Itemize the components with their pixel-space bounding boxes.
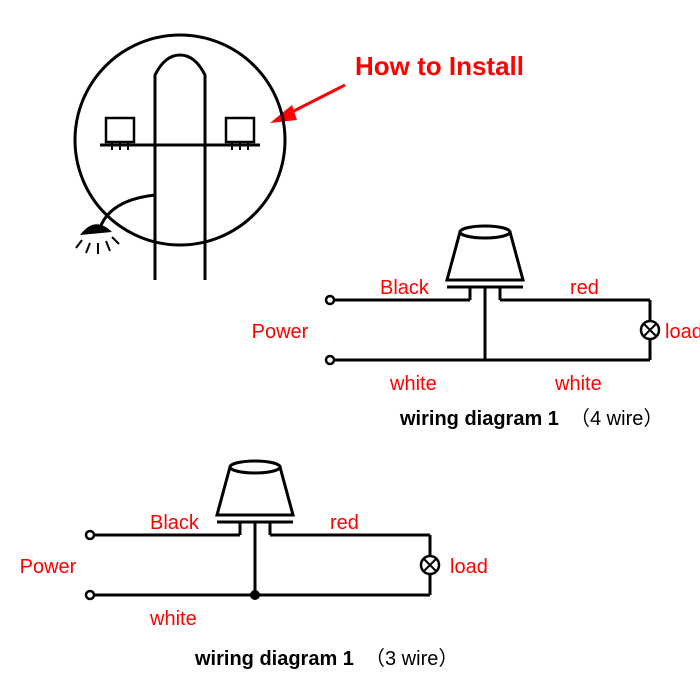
load-symbol [421,556,439,574]
diagram-caption-paren: （3 wire） [365,647,458,670]
wiring-diagram-svg: How to Install [0,0,700,700]
load-symbol [641,321,659,339]
load-label: load [665,321,700,343]
red-wire-label: red [570,277,599,299]
wiring-diagram-4wire: Power Black red white white load wiring … [252,226,700,430]
power-label: Power [20,556,77,578]
wiring-diagram-3wire: Power Black red white load wiring diagra… [20,461,488,670]
power-label: Power [252,321,309,343]
white-wire-label: white [149,608,197,630]
diagram-caption: wiring diagram 1 [194,648,354,670]
lamp-icon [76,224,119,254]
red-wire-label: red [330,512,359,534]
install-title: How to Install [355,51,524,81]
diagram-caption: wiring diagram 1 [399,408,559,430]
sensor-shape [447,226,523,287]
black-wire-label: Black [150,512,200,534]
install-view [75,35,285,280]
black-wire-label: Black [380,277,430,299]
load-label: load [450,556,488,578]
diagram-caption-paren: （4 wire） [570,407,663,430]
sensor-shape [217,461,293,522]
white-wire-label: white [554,373,602,395]
white-wire-label: white [389,373,437,395]
